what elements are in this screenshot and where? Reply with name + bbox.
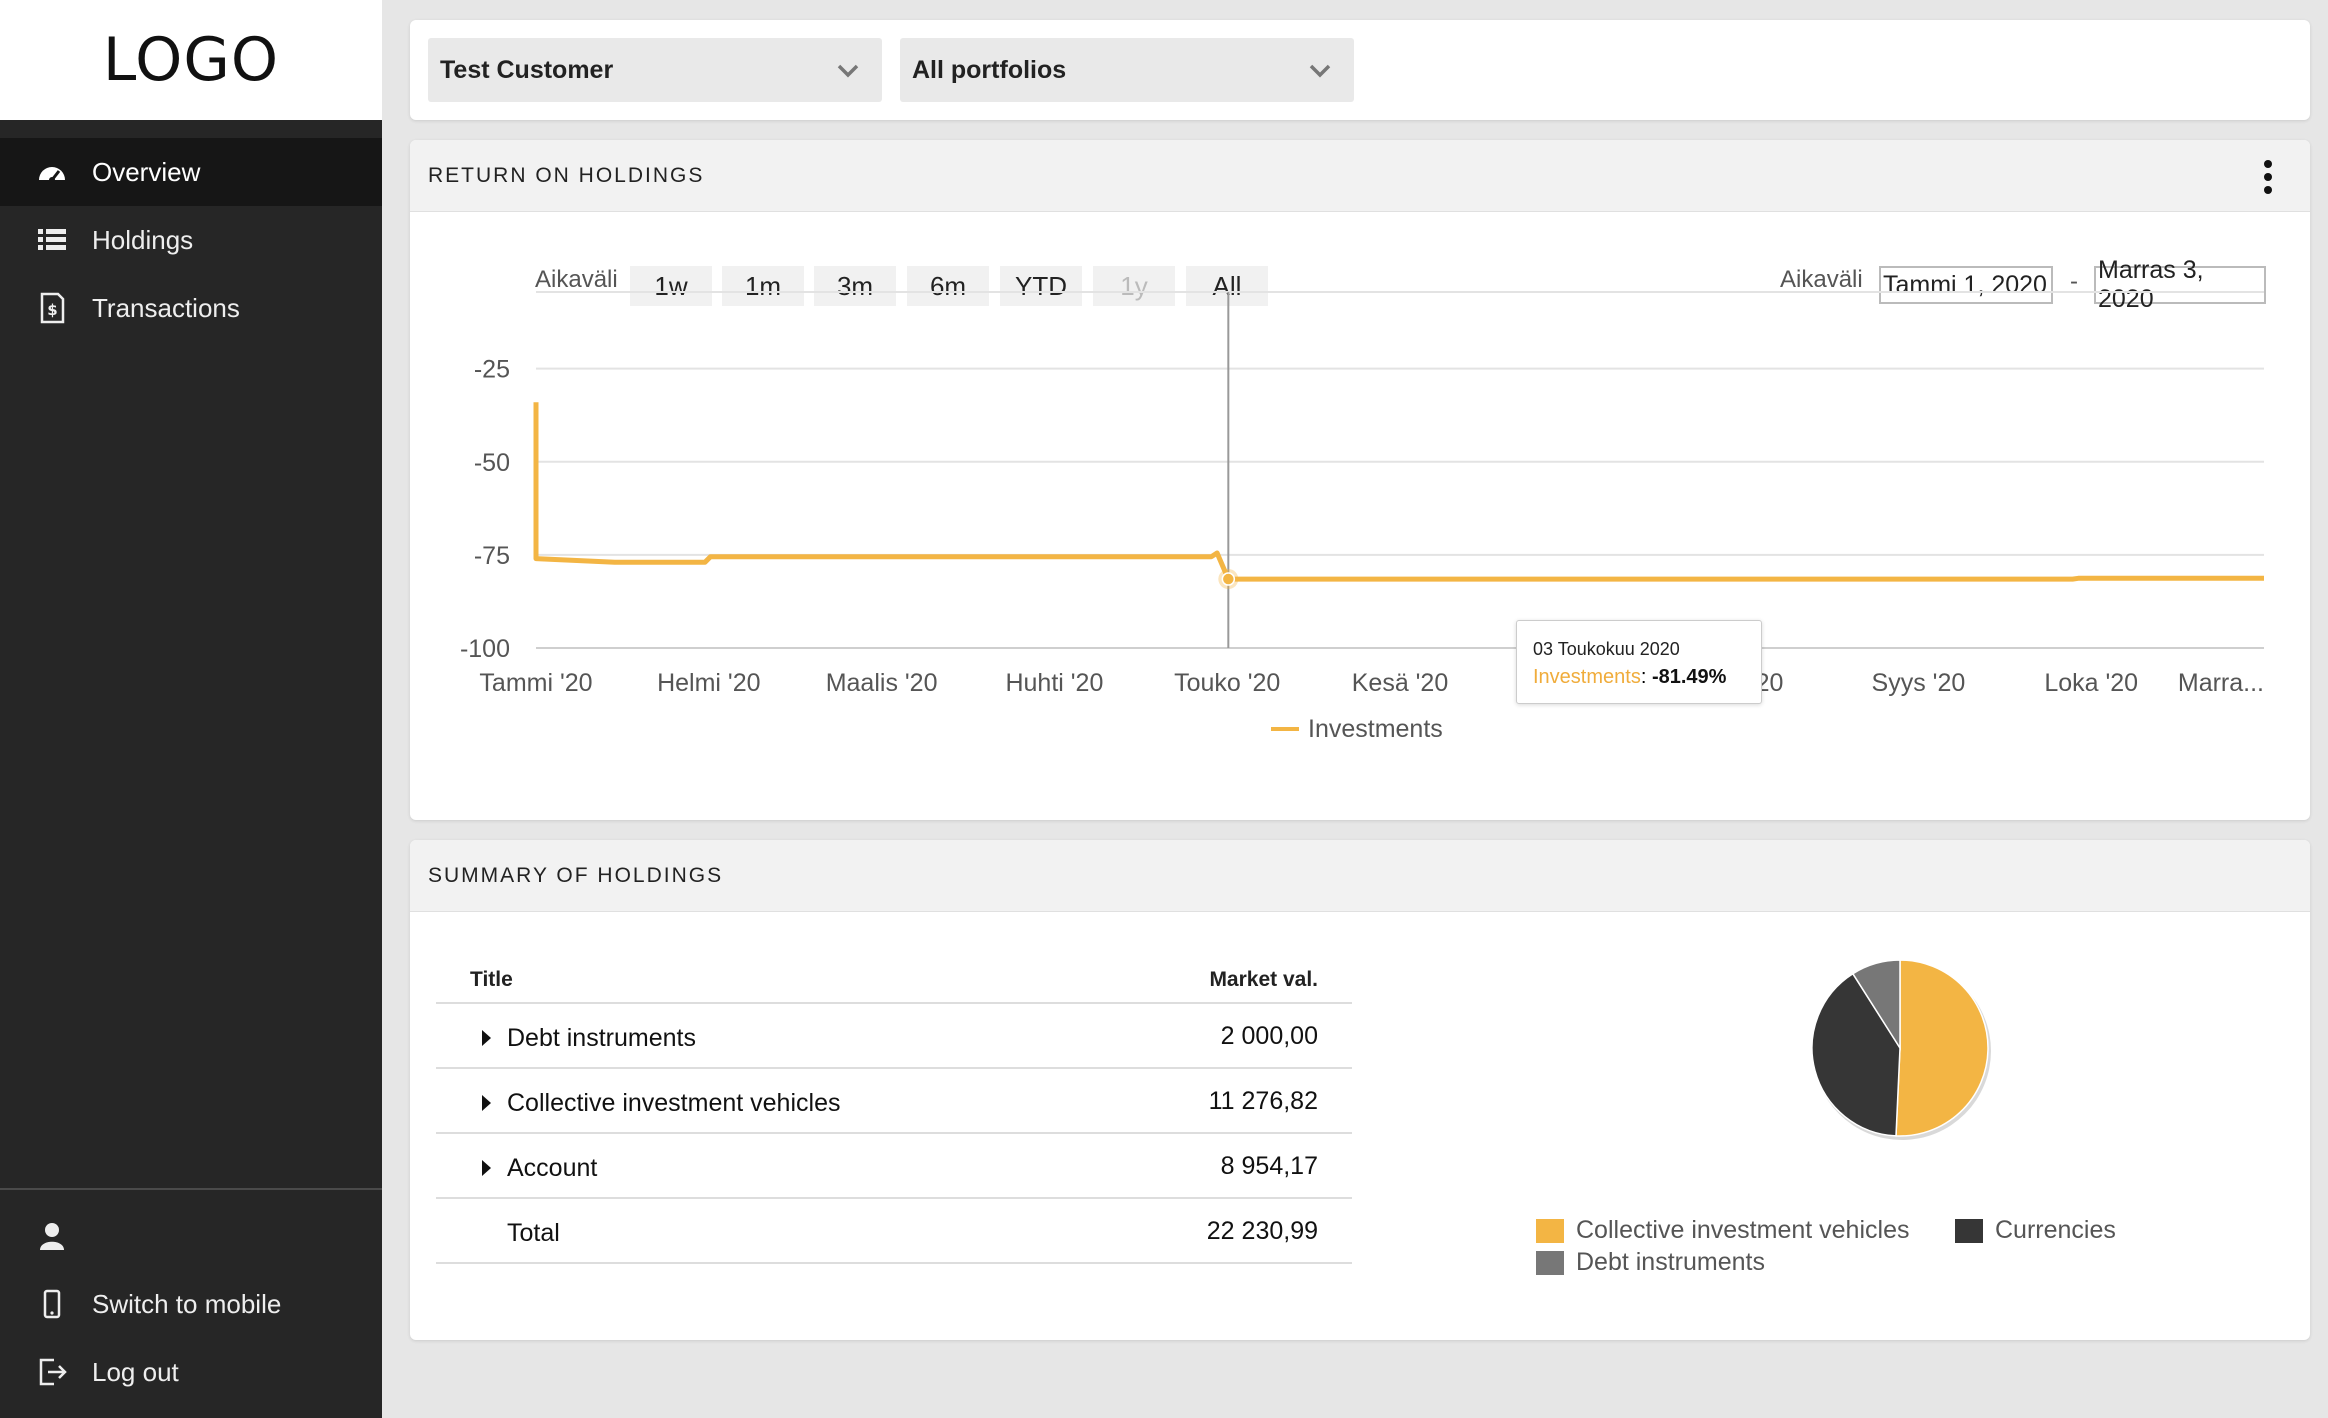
y-tick-label: -75 [474, 542, 510, 570]
table-header-row: Title Market val. [436, 940, 1352, 1004]
sidebar-item-holdings[interactable]: Holdings [0, 206, 382, 274]
range-button-1w[interactable]: 1w [630, 266, 712, 306]
range-button-3m[interactable]: 3m [814, 266, 896, 306]
y-tick-label: -50 [474, 449, 510, 477]
expand-caret-icon[interactable] [482, 1095, 491, 1111]
date-range-label: Aikaväli [1780, 266, 1863, 293]
chart-tooltip: 03 Toukokuu 2020 Investments: -81.49% [1516, 620, 1762, 704]
legend-label: Collective investment vehicles [1576, 1216, 1910, 1244]
table-row[interactable]: Collective investment vehicles 11 276,82 [436, 1069, 1352, 1134]
expand-caret-icon[interactable] [482, 1030, 491, 1046]
dashboard-icon [34, 154, 70, 190]
row-value: 22 230,99 [1206, 1217, 1318, 1245]
row-title: Debt instruments [507, 1024, 696, 1052]
column-header-market-val: Market val. [1209, 968, 1318, 991]
legend-label: Debt instruments [1576, 1248, 1765, 1276]
legend-swatch [1536, 1250, 1564, 1275]
return-line-chart: -25 -50 -75 -100 Tammi '20 Helmi '20 Maalis '2… [460, 291, 2264, 743]
pie-slice [1851, 959, 1901, 1051]
chevron-down-icon [1309, 64, 1331, 78]
range-label: Aikaväli [535, 266, 618, 293]
card-title: SUMMARY OF HOLDINGS [428, 863, 724, 887]
range-button-all[interactable]: All [1186, 266, 1268, 306]
column-header-title: Title [470, 968, 513, 991]
x-tick-label: Helmi '20 [657, 669, 760, 697]
sidebar-item-label: Log out [92, 1356, 179, 1387]
portfolio-select-value: All portfolios [912, 55, 1067, 84]
portfolio-select[interactable]: All portfolios [900, 38, 1354, 102]
svg-text:$: $ [47, 301, 57, 319]
x-tick-label: Touko '20 [1174, 669, 1280, 697]
tooltip-date: 03 Toukokuu 2020 [1533, 639, 1680, 659]
range-button-1y[interactable]: 1y [1093, 266, 1175, 306]
customer-select[interactable]: Test Customer [428, 38, 882, 102]
range-button-1m[interactable]: 1m [722, 266, 804, 306]
table-row[interactable]: Debt instruments 2 000,00 [436, 1004, 1352, 1069]
legend-swatch [1536, 1218, 1564, 1243]
logout-icon [34, 1354, 70, 1390]
mobile-icon [34, 1286, 70, 1322]
card-title: RETURN ON HOLDINGS [428, 163, 705, 187]
date-separator: - [2070, 268, 2078, 295]
y-tick-label: -25 [474, 356, 510, 384]
more-menu-icon[interactable] [2262, 160, 2274, 194]
pie-slice [1895, 959, 1989, 1137]
sidebar-item-label: Overview [92, 156, 201, 187]
holdings-pie-chart [1811, 959, 1991, 1140]
logo: LOGO [0, 0, 382, 120]
range-button-ytd[interactable]: YTD [1000, 266, 1082, 306]
x-tick-label: Syys '20 [1872, 669, 1966, 697]
sidebar-item-user[interactable] [0, 1202, 382, 1270]
holdings-table: Title Market val. Debt instruments 2 000… [436, 940, 1352, 1264]
tooltip-series: Investments [1533, 666, 1641, 688]
row-value: 2 000,00 [1220, 1022, 1318, 1050]
receipt-icon: $ [34, 290, 70, 326]
date-from-input[interactable]: Tammi 1, 2020 [1879, 266, 2053, 304]
card-header: RETURN ON HOLDINGS [410, 140, 2310, 212]
sidebar-item-overview[interactable]: Overview [0, 138, 382, 206]
legend-label: Currencies [1995, 1216, 2116, 1244]
sidebar-item-label: Holdings [92, 224, 194, 255]
row-title: Collective investment vehicles [507, 1089, 841, 1117]
row-title: Account [507, 1154, 598, 1182]
total-row: Total 22 230,99 [436, 1199, 1352, 1264]
x-tick-label: Loka '20 [2044, 669, 2138, 697]
x-tick-label: Marra... [2178, 669, 2264, 697]
table-row[interactable]: Account 8 954,17 [436, 1134, 1352, 1199]
user-icon [34, 1218, 70, 1254]
customer-select-value: Test Customer [440, 55, 614, 84]
pie-legend-item[interactable]: Debt instruments [1536, 1248, 1765, 1277]
summary-of-holdings-card: SUMMARY OF HOLDINGS Title Market val. De… [410, 840, 2310, 1340]
series-line-investments [533, 402, 2264, 582]
x-tick-label: Maalis '20 [826, 669, 938, 697]
chevron-down-icon [837, 64, 859, 78]
return-on-holdings-card: RETURN ON HOLDINGS Aikaväli 1w 1m 3m 6m … [410, 140, 2310, 820]
sidebar-item-switch-mobile[interactable]: Switch to mobile [0, 1270, 382, 1338]
y-tick-label: -100 [460, 635, 510, 663]
row-value: 11 276,82 [1208, 1087, 1318, 1115]
expand-caret-icon[interactable] [482, 1160, 491, 1176]
row-value: 8 954,17 [1220, 1152, 1318, 1180]
pie-legend-item[interactable]: Collective investment vehicles [1536, 1216, 1909, 1245]
list-icon [34, 222, 70, 258]
sidebar: LOGO Overview Holdings $ Transactions Sw… [0, 0, 382, 1418]
card-header: SUMMARY OF HOLDINGS [410, 840, 2310, 912]
legend-label: Investments [1308, 715, 1443, 743]
range-button-6m[interactable]: 6m [907, 266, 989, 306]
sidebar-item-label: Switch to mobile [92, 1288, 282, 1319]
tooltip-value: -81.49% [1651, 666, 1727, 688]
filter-bar: Test Customer All portfolios [410, 20, 2310, 120]
x-tick-label: Kesä '20 [1352, 669, 1449, 697]
x-tick-label: Huhti '20 [1005, 669, 1103, 697]
logo-text: LOGO [102, 25, 280, 95]
x-tick-label: Tammi '20 [479, 669, 592, 697]
sidebar-item-logout[interactable]: Log out [0, 1338, 382, 1406]
legend-swatch [1955, 1218, 1983, 1243]
sidebar-item-label: Transactions [92, 292, 240, 323]
row-title: Total [507, 1219, 560, 1247]
highlight-point [1221, 572, 1236, 586]
sidebar-item-transactions[interactable]: $ Transactions [0, 274, 382, 342]
sidebar-divider [0, 1188, 382, 1190]
pie-legend-item[interactable]: Currencies [1955, 1216, 2116, 1245]
